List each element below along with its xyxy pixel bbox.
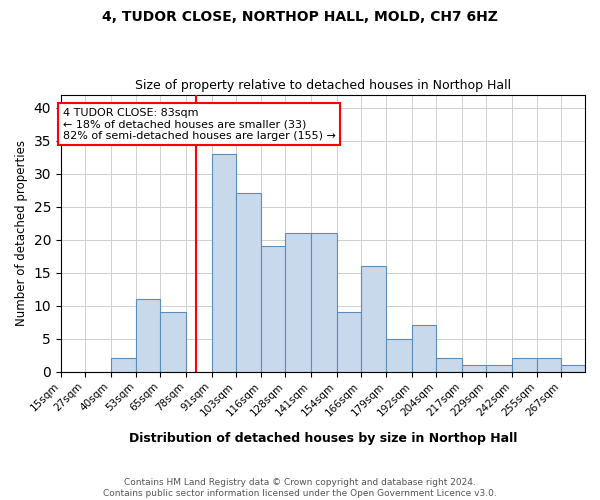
Bar (212, 154, 236, 372)
X-axis label: Distribution of detached houses by size in Northop Hall: Distribution of detached houses by size … (129, 432, 517, 445)
Bar (412, 326, 436, 372)
Bar (311, 233, 337, 372)
Bar (262, 246, 285, 372)
Bar (512, 358, 538, 372)
Bar (136, 299, 160, 372)
Bar (361, 266, 386, 372)
Bar (436, 358, 462, 372)
Bar (386, 338, 412, 372)
Text: Contains HM Land Registry data © Crown copyright and database right 2024.
Contai: Contains HM Land Registry data © Crown c… (103, 478, 497, 498)
Bar (486, 365, 512, 372)
Y-axis label: Number of detached properties: Number of detached properties (15, 140, 28, 326)
Title: Size of property relative to detached houses in Northop Hall: Size of property relative to detached ho… (135, 79, 511, 92)
Bar (538, 358, 561, 372)
Bar (110, 358, 136, 372)
Bar (236, 194, 262, 372)
Text: 4 TUDOR CLOSE: 83sqm
← 18% of detached houses are smaller (33)
82% of semi-detac: 4 TUDOR CLOSE: 83sqm ← 18% of detached h… (63, 108, 336, 141)
Bar (285, 233, 311, 372)
Bar (462, 365, 486, 372)
Bar (337, 312, 361, 372)
Bar (160, 312, 186, 372)
Text: 4, TUDOR CLOSE, NORTHOP HALL, MOLD, CH7 6HZ: 4, TUDOR CLOSE, NORTHOP HALL, MOLD, CH7 … (102, 10, 498, 24)
Bar (561, 365, 585, 372)
